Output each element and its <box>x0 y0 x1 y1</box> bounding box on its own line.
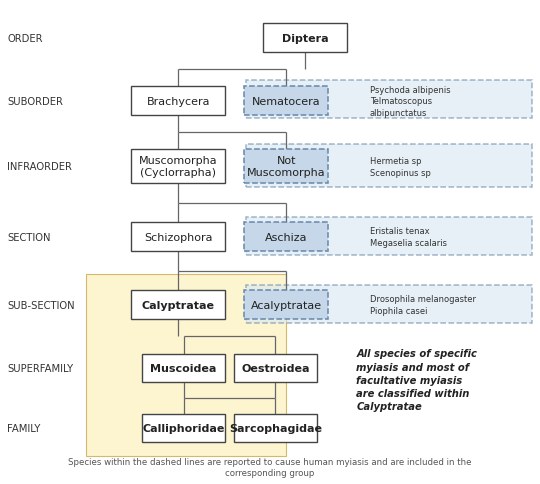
Text: Muscoidea: Muscoidea <box>151 363 217 373</box>
FancyBboxPatch shape <box>141 354 226 382</box>
FancyBboxPatch shape <box>244 150 328 184</box>
FancyBboxPatch shape <box>131 290 226 319</box>
Text: Drosophila melanogaster
Piophila casei: Drosophila melanogaster Piophila casei <box>370 295 476 315</box>
Text: Species within the dashed lines are reported to cause human myiasis and are incl: Species within the dashed lines are repo… <box>68 457 472 477</box>
Text: Sarcophagidae: Sarcophagidae <box>229 424 322 433</box>
Text: Aschiza: Aschiza <box>265 232 307 242</box>
FancyBboxPatch shape <box>246 286 532 323</box>
Text: Calyptratae: Calyptratae <box>141 300 215 310</box>
Text: FAMILY: FAMILY <box>7 424 40 433</box>
FancyBboxPatch shape <box>141 414 226 442</box>
FancyBboxPatch shape <box>263 24 347 53</box>
FancyBboxPatch shape <box>244 87 328 116</box>
Text: Not
Muscomorpha: Not Muscomorpha <box>247 156 326 178</box>
FancyBboxPatch shape <box>244 290 328 319</box>
Text: Hermetia sp
Scenopinus sp: Hermetia sp Scenopinus sp <box>370 157 431 177</box>
Text: Acalyptratae: Acalyptratae <box>251 300 322 310</box>
Text: INFRAORDER: INFRAORDER <box>7 162 72 172</box>
Text: Brachycera: Brachycera <box>146 97 210 106</box>
Text: Eristalis tenax
Megaselia scalaris: Eristalis tenax Megaselia scalaris <box>370 227 447 247</box>
Text: SUBORDER: SUBORDER <box>7 97 63 106</box>
Text: SUB-SECTION: SUB-SECTION <box>7 300 75 310</box>
FancyBboxPatch shape <box>131 223 226 252</box>
FancyBboxPatch shape <box>131 87 226 116</box>
Text: Schizophora: Schizophora <box>144 232 212 242</box>
FancyBboxPatch shape <box>234 414 318 442</box>
FancyBboxPatch shape <box>246 81 532 119</box>
FancyBboxPatch shape <box>246 218 532 256</box>
Text: Calliphoridae: Calliphoridae <box>143 424 225 433</box>
Text: Muscomorpha
(Cyclorrapha): Muscomorpha (Cyclorrapha) <box>139 156 218 178</box>
Text: All species of specific
myiasis and most of
facultative myiasis
are classified w: All species of specific myiasis and most… <box>356 348 477 411</box>
FancyBboxPatch shape <box>234 354 318 382</box>
Text: ORDER: ORDER <box>7 34 43 44</box>
FancyBboxPatch shape <box>131 150 226 184</box>
FancyBboxPatch shape <box>246 144 532 188</box>
Text: Oestroidea: Oestroidea <box>241 363 309 373</box>
Text: Diptera: Diptera <box>282 34 328 44</box>
FancyBboxPatch shape <box>244 223 328 252</box>
Text: SECTION: SECTION <box>7 232 51 242</box>
Text: Psychoda albipenis
Telmatoscopus
albipunctatus: Psychoda albipenis Telmatoscopus albipun… <box>370 86 450 118</box>
FancyBboxPatch shape <box>86 274 286 456</box>
Text: SUPERFAMILY: SUPERFAMILY <box>7 363 73 373</box>
Text: Nematocera: Nematocera <box>252 97 321 106</box>
